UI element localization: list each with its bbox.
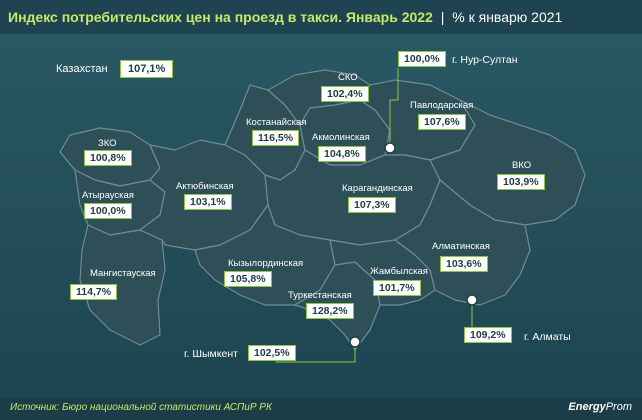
value-atyrau: 100,0%: [84, 203, 132, 219]
nur-sultan-marker: [384, 142, 396, 154]
logo-suffix: Prom: [605, 401, 632, 413]
shymkent-marker: [349, 336, 361, 348]
label-karaganda: Карагандинская: [342, 183, 413, 194]
value-zko: 100,8%: [84, 150, 132, 166]
header-bar: Индекс потребительских цен на проезд в т…: [0, 0, 642, 34]
region-almaty-obl: [394, 179, 531, 306]
label-shymkent: г. Шымкент: [184, 348, 238, 360]
label-nur-sultan: г. Нур-Султан: [452, 54, 518, 66]
label-atyrau: Атырауская: [82, 190, 134, 201]
value-mangistau: 114,7%: [70, 284, 118, 300]
label-almaty: г. Алматы: [524, 331, 571, 343]
value-aktobe: 103,1%: [184, 194, 232, 210]
label-sko: СКО: [338, 72, 358, 83]
value-vko: 103,9%: [497, 174, 545, 190]
label-pavlodar: Павлодарская: [410, 100, 474, 111]
title-text: Индекс потребительских цен на проезд в т…: [8, 9, 433, 25]
label-aktobe: Актюбинская: [176, 181, 234, 192]
label-akmola: Акмолинская: [312, 132, 370, 143]
label-vko: ВКО: [512, 160, 532, 171]
value-pavlodar: 107,6%: [418, 114, 466, 130]
label-kostanay: Костанайская: [246, 117, 307, 128]
value-shymkent: 102,5%: [248, 345, 296, 361]
kazakhstan-label: Казахстан: [56, 63, 108, 75]
value-akmola: 104,8%: [318, 146, 366, 162]
value-turkestan: 128,2%: [306, 303, 354, 319]
label-zhambyl: Жамбылская: [370, 266, 428, 277]
logo-brand: Energy: [568, 401, 606, 413]
value-nur-sultan: 100,0%: [398, 51, 446, 67]
footer-bar: Источник: Бюро национальной статистики А…: [0, 398, 642, 420]
value-karaganda: 107,3%: [348, 197, 396, 213]
value-almaty: 109,2%: [464, 327, 512, 343]
kazakhstan-value: 107,1%: [120, 60, 174, 78]
value-almaty-obl: 103,6%: [440, 256, 488, 272]
almaty-marker: [466, 294, 478, 306]
source-text: Источник: Бюро национальной статистики А…: [10, 402, 272, 413]
region-vko: [429, 99, 586, 226]
title-separator: |: [440, 9, 445, 25]
label-kyzylorda: Кызылординская: [228, 258, 304, 269]
nur-sultan-leader: [389, 68, 399, 148]
label-mangistau: Мангистауская: [90, 268, 156, 279]
label-turkestan: Туркестанская: [288, 290, 352, 301]
label-almaty-obl: Алматинская: [432, 241, 490, 252]
value-kostanay: 116,5%: [252, 130, 300, 146]
value-kyzylorda: 105,8%: [224, 271, 272, 287]
value-zhambyl: 101,7%: [373, 280, 421, 296]
value-sko: 102,4%: [321, 86, 369, 102]
title-unit: % к январю 2021: [452, 9, 563, 25]
brand-logo: EnergyProm: [568, 401, 632, 413]
label-zko: ЗКО: [98, 138, 117, 149]
chart-title: Индекс потребительских цен на проезд в т…: [8, 9, 562, 25]
